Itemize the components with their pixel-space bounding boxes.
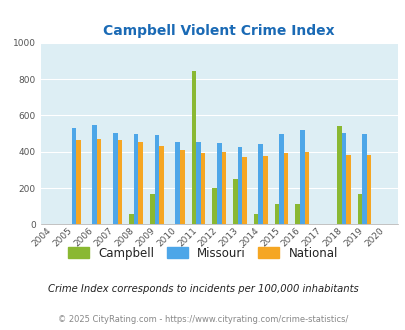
Bar (179, 150, 184, 224)
Bar (357, 193, 362, 224)
Bar (71, 128, 76, 224)
Bar (345, 155, 350, 224)
Bar (242, 157, 246, 224)
Bar (336, 126, 341, 224)
Bar (191, 71, 196, 224)
Bar (221, 152, 226, 224)
Bar (237, 147, 242, 224)
Bar (212, 188, 216, 224)
Bar (138, 142, 143, 224)
Bar (113, 133, 117, 224)
Bar (117, 140, 122, 224)
Bar (200, 153, 205, 224)
Bar (129, 214, 134, 224)
Bar (274, 204, 279, 224)
Text: © 2025 CityRating.com - https://www.cityrating.com/crime-statistics/: © 2025 CityRating.com - https://www.city… (58, 315, 347, 324)
Bar (232, 179, 237, 224)
Text: Crime Index corresponds to incidents per 100,000 inhabitants: Crime Index corresponds to incidents per… (47, 284, 358, 294)
Bar (279, 134, 283, 224)
Legend: Campbell, Missouri, National: Campbell, Missouri, National (63, 242, 342, 264)
Bar (134, 134, 138, 224)
Bar (295, 204, 299, 224)
Bar (216, 143, 221, 224)
Bar (366, 155, 371, 224)
Title: Campbell Violent Crime Index: Campbell Violent Crime Index (103, 23, 334, 38)
Bar (150, 193, 154, 224)
Bar (253, 214, 258, 224)
Bar (76, 140, 81, 224)
Bar (175, 142, 179, 224)
Bar (362, 134, 366, 224)
Bar (299, 130, 304, 224)
Bar (304, 152, 309, 224)
Bar (196, 142, 200, 224)
Bar (283, 153, 288, 224)
Bar (97, 139, 101, 224)
Bar (154, 135, 159, 224)
Bar (341, 133, 345, 224)
Bar (159, 146, 163, 224)
Bar (262, 156, 267, 224)
Bar (92, 125, 97, 224)
Bar (258, 144, 262, 224)
